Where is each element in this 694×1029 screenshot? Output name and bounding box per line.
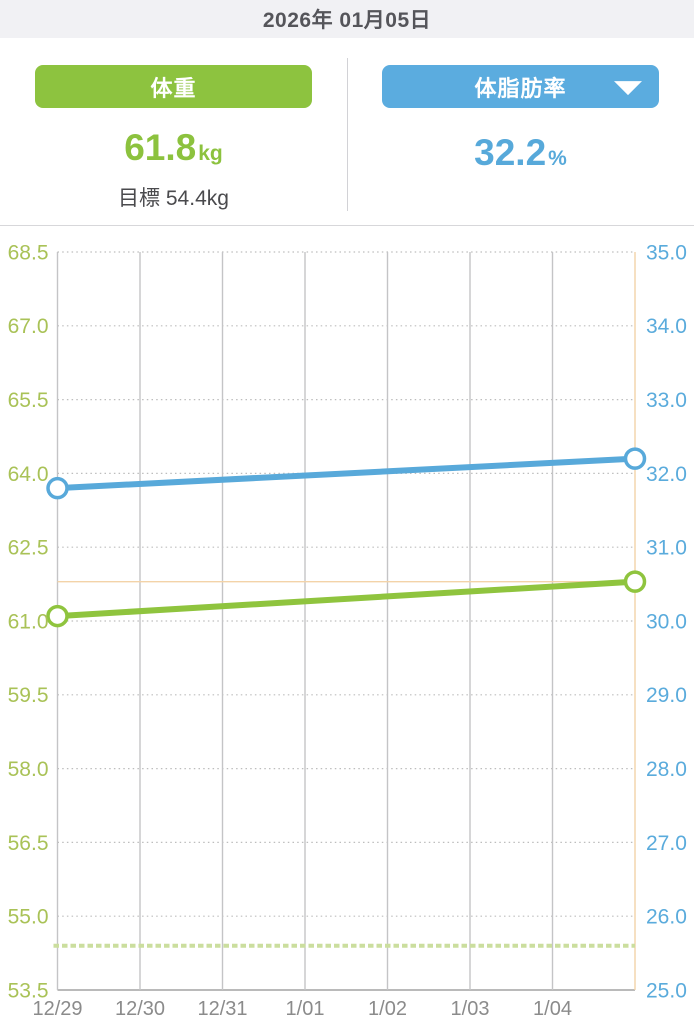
weight-unit: kg bbox=[198, 142, 223, 165]
weight-data-point[interactable] bbox=[46, 604, 69, 628]
bodyfat-selector-label: 体脂肪率 bbox=[474, 75, 567, 101]
right-axis-tick-label: 33.0 bbox=[646, 389, 687, 412]
left-axis-tick-label: 68.5 bbox=[8, 241, 49, 264]
left-axis-tick-label: 58.0 bbox=[8, 758, 49, 781]
right-axis-tick-label: 30.0 bbox=[646, 610, 687, 633]
x-axis-date-label: 12/30 bbox=[115, 998, 165, 1020]
bodyfat-panel: 体脂肪率 32.2% bbox=[347, 38, 694, 225]
left-axis-tick-label: 64.0 bbox=[8, 463, 49, 486]
weight-data-point[interactable] bbox=[623, 570, 647, 593]
left-axis-tick-label: 53.5 bbox=[8, 979, 49, 1002]
right-axis-tick-label: 32.0 bbox=[646, 463, 687, 486]
chevron-down-icon bbox=[614, 80, 642, 95]
x-axis-date-label: 1/04 bbox=[533, 998, 572, 1020]
left-axis-tick-label: 65.5 bbox=[8, 389, 49, 412]
weight-number: 61.8 bbox=[124, 127, 197, 168]
weight-tab-button[interactable]: 体重 bbox=[35, 65, 312, 108]
right-axis-tick-label: 27.0 bbox=[646, 832, 687, 855]
bodyfat-data-point[interactable] bbox=[623, 447, 647, 470]
section-divider bbox=[0, 225, 694, 226]
weight-panel: 体重 61.8kg 目標 54.4kg bbox=[0, 38, 347, 225]
trend-chart-svg: 68.5 67.0 65.5 64.0 62.5 61.0 59.5 58.0 56.5 55.0… bbox=[8, 241, 687, 1020]
metric-summary-section: 体重 61.8kg 目標 54.4kg 体脂肪率 32.2% bbox=[0, 38, 694, 225]
bodyfat-selector-button[interactable]: 体脂肪率 bbox=[382, 65, 659, 108]
x-axis-date-label: 12/31 bbox=[197, 998, 247, 1020]
left-axis-tick-label: 59.5 bbox=[8, 684, 49, 707]
left-axis-tick-label: 67.0 bbox=[8, 315, 49, 338]
right-axis-tick-label: 29.0 bbox=[646, 684, 687, 707]
weight-tab-label: 体重 bbox=[150, 75, 197, 101]
trend-chart[interactable]: 68.5 67.0 65.5 64.0 62.5 61.0 59.5 58.0 56.5 55.0… bbox=[0, 226, 694, 1024]
left-axis-tick-label: 56.5 bbox=[8, 832, 49, 855]
right-axis-tick-label: 25.0 bbox=[646, 979, 687, 1002]
right-axis-tick-label: 26.0 bbox=[646, 906, 687, 929]
weight-line bbox=[57, 578, 636, 620]
left-axis-tick-label: 55.0 bbox=[8, 906, 49, 929]
bodyfat-unit: % bbox=[548, 147, 567, 170]
weight-current-value: 61.8kg bbox=[124, 129, 223, 175]
bodyfat-current-value: 32.2% bbox=[474, 134, 567, 180]
x-axis-date-label: 1/03 bbox=[451, 998, 490, 1020]
date-title: 2026年 01月05日 bbox=[262, 9, 432, 32]
bodyfat-line bbox=[57, 455, 636, 492]
right-axis-tick-label: 34.0 bbox=[646, 315, 687, 338]
left-axis-tick-label: 61.0 bbox=[8, 610, 49, 633]
x-axis-date-label: 1/02 bbox=[368, 998, 407, 1020]
x-axis-date-label: 1/01 bbox=[286, 998, 325, 1020]
left-axis-tick-label: 62.5 bbox=[8, 537, 49, 560]
right-axis-tick-label: 31.0 bbox=[646, 537, 687, 560]
bodyfat-number: 32.2 bbox=[474, 132, 547, 173]
panel-divider bbox=[347, 58, 348, 211]
date-header: 2026年 01月05日 bbox=[0, 0, 694, 38]
bodyfat-data-point[interactable] bbox=[46, 476, 69, 500]
right-axis-tick-label: 28.0 bbox=[646, 758, 687, 781]
right-axis-tick-label: 35.0 bbox=[646, 241, 687, 264]
weight-goal-label: 目標 54.4kg bbox=[118, 187, 229, 210]
x-axis-date-label: 12/29 bbox=[32, 998, 82, 1020]
